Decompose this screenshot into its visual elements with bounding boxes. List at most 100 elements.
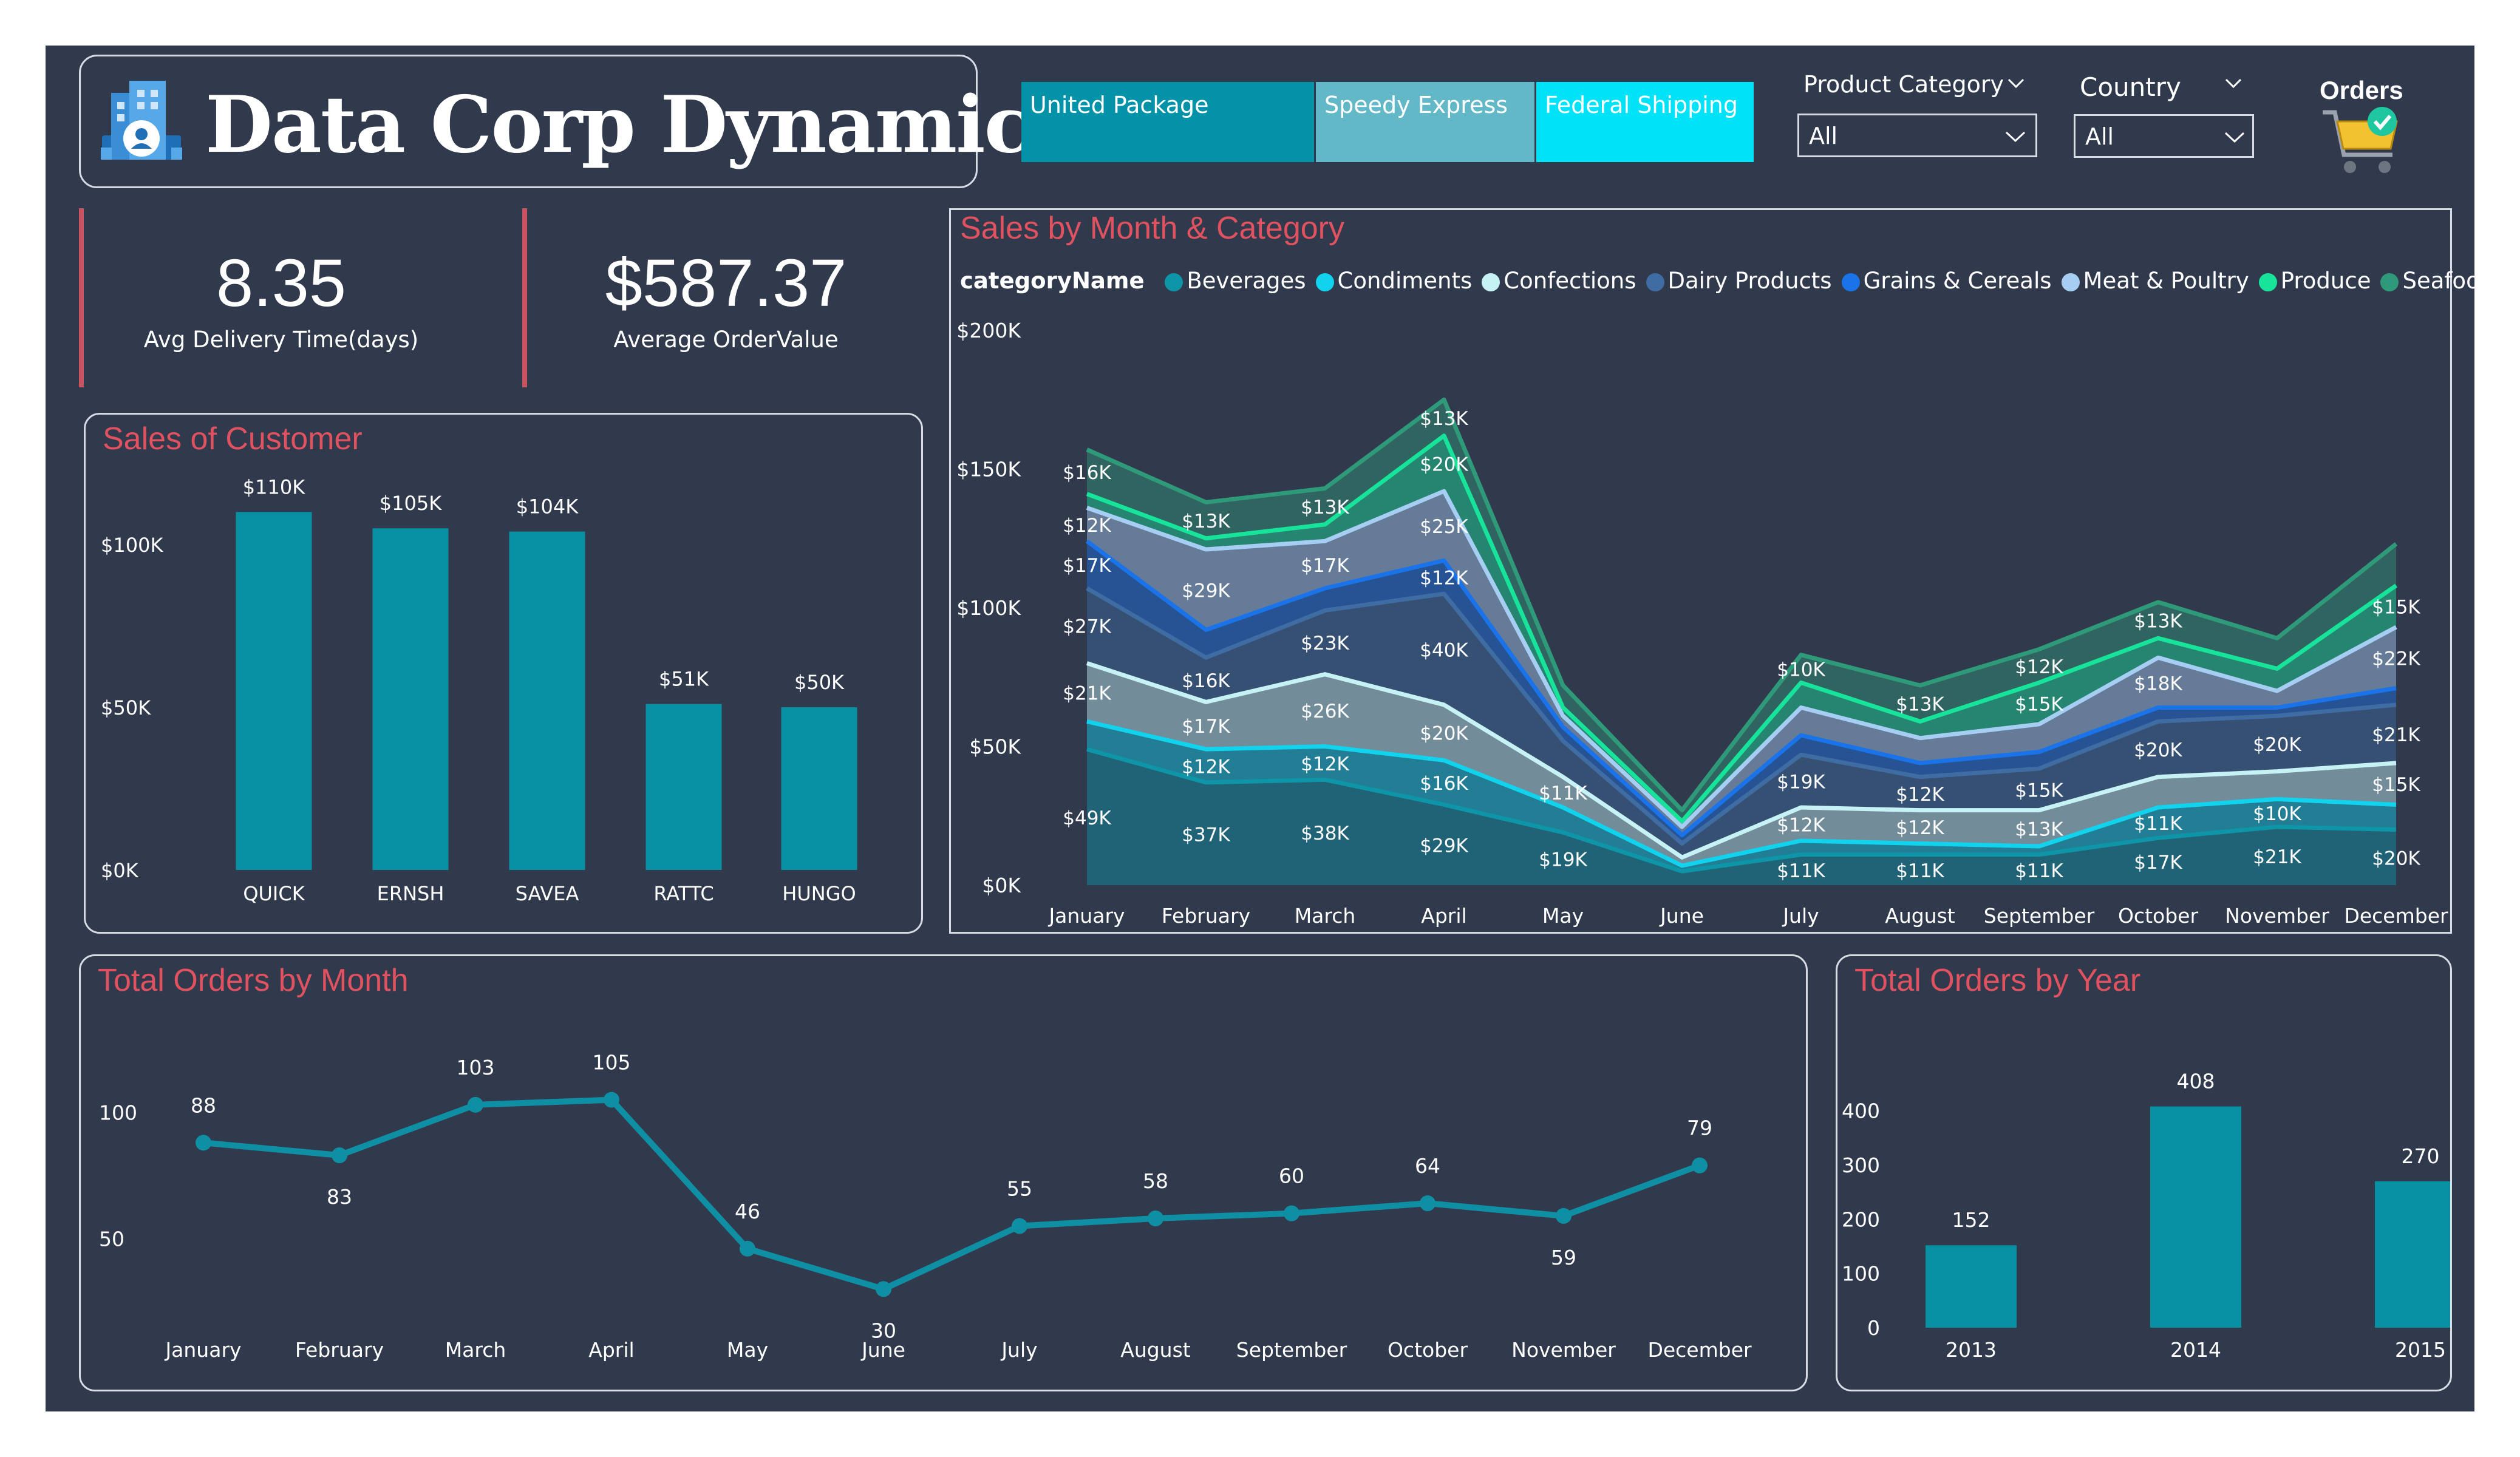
x-tick-label: May [1542, 904, 1584, 928]
shipper-tile-federal-shipping[interactable]: Federal Shipping [1536, 82, 1754, 162]
data-point [1692, 1157, 1708, 1173]
data-label: $11K [1777, 860, 1825, 882]
x-tick-label: July [1782, 904, 1819, 928]
x-tick-label: December [1647, 1338, 1752, 1362]
shipper-tile-speedy-express[interactable]: Speedy Express [1316, 82, 1534, 162]
building-icon [101, 81, 182, 160]
bar [2375, 1181, 2450, 1328]
area-series-line [1086, 489, 2397, 829]
product-category-dropdown[interactable]: All [1797, 114, 2037, 157]
data-label: $16K [1182, 670, 1230, 692]
kpi-label: Average OrderValue [613, 327, 839, 353]
legend-item: Seafood [2380, 268, 2494, 294]
data-label: $11K [1896, 860, 1944, 882]
chevron-down-icon [2005, 131, 2026, 143]
sales-category-panel: Sales by Month & Category categoryName B… [949, 208, 2494, 934]
x-tick-label: March [1295, 904, 1356, 928]
shipper-tile-label: United Package [1030, 92, 1209, 118]
x-tick-label: April [588, 1338, 634, 1362]
data-label: $12K [2015, 656, 2063, 678]
orders-month-chart: 50 100 88 January 83 February 103 March 105 April… [99, 1051, 1752, 1362]
area-series-line [1086, 586, 2397, 846]
data-label: $20K [1420, 723, 1468, 745]
legend-item: Confections [1482, 268, 1636, 294]
data-label: $16K [1063, 462, 1111, 484]
x-tick-label: 2014 [2170, 1338, 2221, 1362]
shipper-tile-united-package[interactable]: United Package [1021, 82, 1314, 162]
data-label: $20K [2134, 739, 2182, 761]
legend-label: Produce [2280, 268, 2371, 294]
data-label: $20K [2372, 847, 2420, 869]
line-series [203, 1096, 1701, 1292]
data-label: $110K [243, 475, 305, 498]
x-tick-label: March [445, 1338, 506, 1362]
bar [372, 528, 449, 870]
y-tick-label: $100K [956, 596, 1021, 620]
bar [781, 707, 857, 870]
y-tick-label: $50K [969, 735, 1021, 759]
chevron-down-icon[interactable] [2007, 77, 2025, 89]
kpi-card-order-value: $587.37 Average OrderValue [522, 208, 925, 387]
data-label: $15K [2372, 774, 2420, 796]
data-label: $26K [1301, 701, 1349, 722]
x-tick-label: December [2344, 904, 2448, 928]
country-dropdown[interactable]: All [2074, 114, 2254, 158]
data-label: $29K [1420, 835, 1468, 857]
chevron-down-icon[interactable] [2224, 77, 2242, 89]
data-label: $12K [1896, 784, 1944, 806]
x-tick-label: February [295, 1338, 384, 1362]
data-label: $20K [2253, 734, 2301, 756]
shopping-cart-icon[interactable] [2317, 103, 2408, 179]
data-label: $37K [1182, 824, 1230, 846]
data-label: 105 [593, 1051, 631, 1075]
y-tick-label: $150K [956, 458, 1021, 481]
data-label: 103 [457, 1056, 495, 1079]
x-tick-label: September [1984, 904, 2095, 928]
y-tick-label: 300 [1842, 1153, 1880, 1177]
data-label: 152 [1952, 1208, 1990, 1232]
y-tick-label: 0 [1867, 1316, 1880, 1340]
legend-label: Confections [1503, 268, 1636, 294]
data-label: $18K [2134, 673, 2182, 695]
data-point [1420, 1195, 1435, 1212]
y-tick-label: 400 [1842, 1099, 1880, 1123]
data-label: $105K [380, 492, 442, 515]
area-series-fill [1087, 399, 2396, 821]
data-label: 83 [327, 1185, 352, 1209]
x-tick-label: July [1000, 1338, 1037, 1362]
data-label: $13K [2015, 818, 2063, 840]
kpi-label: Avg Delivery Time(days) [143, 327, 419, 353]
data-label: $17K [1182, 716, 1230, 738]
x-tick-label: May [727, 1338, 768, 1362]
area-series-line [1086, 661, 2397, 860]
orders-label: Orders [2320, 76, 2403, 104]
data-label: $10K [2253, 803, 2301, 825]
x-tick-label: April [1421, 904, 1466, 928]
data-label: 88 [191, 1093, 216, 1117]
x-tick-label: January [164, 1338, 241, 1362]
data-label: $40K [1420, 640, 1468, 662]
product-category-label: Product Category [1803, 71, 2004, 98]
data-label: 46 [735, 1200, 760, 1223]
x-tick-label: 2013 [1946, 1338, 1997, 1362]
data-label: $15K [2015, 694, 2063, 716]
country-value: All [2085, 123, 2114, 150]
area-series-line [1086, 433, 2398, 824]
data-label: $25K [1420, 516, 1468, 538]
title-card: Data Corp Dynamics [79, 55, 1074, 188]
data-label: $22K [2372, 648, 2420, 670]
chart-title: Total Orders by Month [98, 963, 409, 998]
data-label: $49K [1063, 807, 1111, 829]
x-tick-label: October [1388, 1338, 1468, 1362]
product-category-value: All [1809, 123, 1838, 149]
x-tick-label: ERNSH [377, 882, 444, 905]
x-tick-label: 2015 [2395, 1338, 2446, 1362]
data-label: $21K [2372, 724, 2420, 746]
kpi-value: 8.35 [216, 246, 347, 321]
data-label: 59 [1551, 1246, 1576, 1269]
country-label: Country [2080, 72, 2181, 102]
chart-title: Sales by Month & Category [960, 211, 1344, 246]
y-tick-label: 100 [1842, 1262, 1880, 1286]
orders-month-panel: Total Orders by Month 50 100 88 January 83 Fe… [79, 954, 1808, 1391]
legend: categoryName Beverages Condiments Confecti… [960, 268, 2504, 294]
